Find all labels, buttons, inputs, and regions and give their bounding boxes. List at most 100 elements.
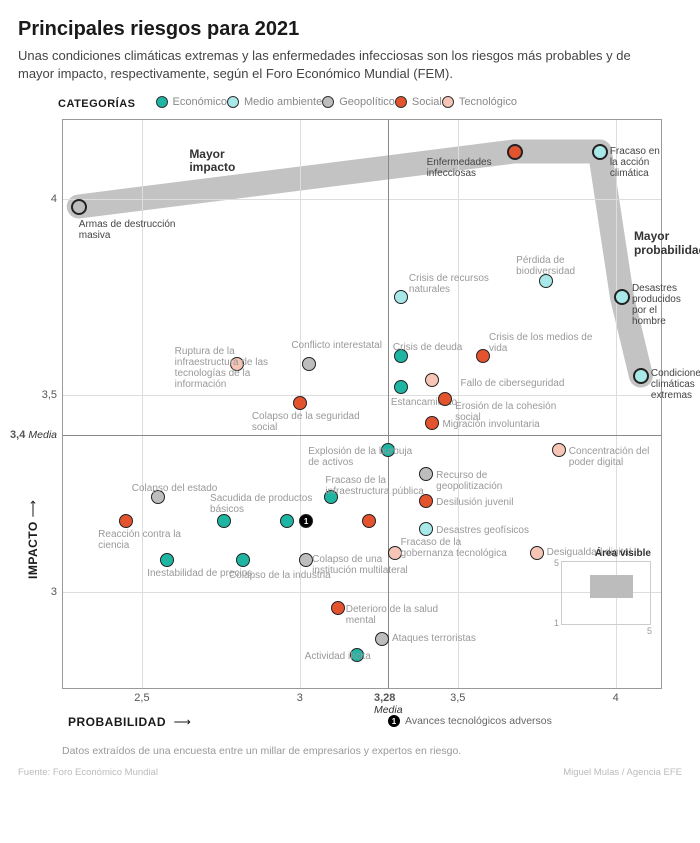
data-point	[362, 514, 376, 528]
point-label: Conflicto interestatal	[291, 340, 382, 351]
data-point	[552, 443, 566, 457]
point-label: Desastres geofísicos	[436, 525, 529, 536]
x-media-tick: 3,28Media	[374, 688, 403, 716]
data-point	[394, 290, 408, 304]
x-tick: 3	[297, 688, 303, 704]
legend-item: Social	[395, 96, 442, 108]
point-label: Colapso de la seguridad social	[252, 411, 362, 433]
legend-label: Tecnológico	[459, 96, 517, 108]
media-line	[63, 435, 661, 436]
point-label: Fracaso de la infraestructura pública	[325, 475, 435, 497]
point-label: Crisis de recursos naturales	[409, 273, 519, 295]
data-point	[331, 601, 345, 615]
y-tick: 3	[51, 586, 63, 598]
footnote: Datos extraídos de una encuesta entre un…	[62, 745, 682, 757]
data-point	[425, 373, 439, 387]
legend-swatch-icon	[156, 96, 168, 108]
chart-title: Principales riesgos para 2021	[18, 18, 682, 41]
legend-swatch-icon	[322, 96, 334, 108]
legend-label: Geopolítico	[339, 96, 395, 108]
point-label: Pérdida de biodiversidad	[516, 255, 626, 277]
inset-area: Área visible 1 5 5	[561, 548, 651, 628]
data-point	[530, 546, 544, 560]
point-label: Colapso del estado	[132, 483, 218, 494]
legend-title: CATEGORÍAS	[58, 98, 136, 110]
y-tick: 3,5	[42, 389, 63, 401]
x-axis-label: PROBABILIDAD ⟶	[68, 715, 191, 729]
legend-item: Geopolítico	[322, 96, 395, 108]
chart-subtitle: Unas condiciones climáticas extremas y l…	[18, 47, 658, 82]
data-point	[302, 357, 316, 371]
gridline	[63, 395, 661, 396]
legend-swatch-icon	[442, 96, 454, 108]
point-label: Armas de destrucción masiva	[79, 219, 189, 241]
data-point: 1	[299, 514, 313, 528]
scatter-chart: 2,533,5433,543,28Media3,4 MediaMayorimpa…	[18, 119, 682, 739]
data-point	[217, 514, 231, 528]
point-label: Deterioro de la salud mental	[346, 604, 456, 626]
point-label: Sacudida de productos básicos	[210, 493, 320, 515]
data-point	[119, 514, 133, 528]
point-label: Desilusión juvenil	[436, 497, 513, 508]
gridline	[142, 120, 143, 688]
point-label: Recurso de geopolitización	[436, 470, 546, 492]
data-point	[280, 514, 294, 528]
source: Fuente: Foro Económico Mundial	[18, 767, 158, 778]
legend-item: Tecnológico	[442, 96, 517, 108]
legend-label: Económico	[173, 96, 227, 108]
data-point	[592, 144, 608, 160]
x-tick: 3,5	[450, 688, 465, 704]
data-point	[71, 199, 87, 215]
data-point	[425, 416, 439, 430]
data-point	[614, 289, 630, 305]
data-point	[394, 380, 408, 394]
legend-swatch-icon	[227, 96, 239, 108]
legend-item: Medio ambiente	[227, 96, 322, 108]
point-label: Ruptura de la infraestructura de las tec…	[175, 346, 285, 390]
x-tick: 2,5	[134, 688, 149, 704]
data-point	[236, 553, 250, 567]
legend-label: Social	[412, 96, 442, 108]
point-label: Concentración del poder digital	[569, 446, 661, 468]
point-label: Enfermedades infecciosas	[427, 157, 537, 179]
point-label: Ataques terroristas	[392, 633, 476, 644]
data-point	[293, 396, 307, 410]
y-media-tick: 3,4 Media	[10, 429, 63, 441]
inset-box: 1 5 5	[561, 561, 651, 625]
gridline	[63, 199, 661, 200]
point-label: Condiciones climáticas extremas	[651, 368, 700, 401]
data-point	[160, 553, 174, 567]
point-label: Desastres producidos por el hombre	[632, 283, 681, 327]
plot-area: 2,533,5433,543,28Media3,4 MediaMayorimpa…	[62, 119, 662, 689]
point-label: Migración involuntaria	[442, 419, 539, 430]
data-point	[419, 494, 433, 508]
y-axis-label: IMPACTO ⟶	[26, 500, 40, 579]
annotation: Mayorimpacto	[189, 148, 235, 176]
data-point	[419, 522, 433, 536]
point-label: Fracaso en la acción climática	[610, 146, 661, 179]
data-point	[375, 632, 389, 646]
point-label: Fracaso de la gobernanza tecnológica	[401, 537, 511, 559]
data-point	[299, 553, 313, 567]
data-point	[388, 546, 402, 560]
point-label: Reacción contra la ciencia	[98, 529, 208, 551]
footnote-adverse: 1 Avances tecnológicos adversos	[388, 715, 552, 727]
point-label: Explosión de la burbuja de activos	[308, 446, 418, 468]
inset-rect	[590, 575, 633, 598]
legend: CATEGORÍAS Económico Medio ambiente Geopol…	[58, 96, 682, 111]
inset-title: Área visible	[561, 548, 651, 559]
footnote-marker-icon: 1	[388, 715, 400, 727]
data-point	[633, 368, 649, 384]
point-label: Actividad ilícita	[305, 651, 371, 662]
x-tick: 4	[613, 688, 619, 704]
y-tick: 4	[51, 193, 63, 205]
legend-item: Económico	[156, 96, 227, 108]
byline: Miguel Mulas / Agencia EFE	[563, 767, 682, 778]
legend-swatch-icon	[395, 96, 407, 108]
data-point	[438, 392, 452, 406]
data-point	[476, 349, 490, 363]
point-label: Fallo de ciberseguridad	[460, 378, 564, 389]
legend-label: Medio ambiente	[244, 96, 322, 108]
annotation: Mayorprobabilidad	[634, 230, 700, 258]
point-label: Crisis de deuda	[393, 342, 462, 353]
